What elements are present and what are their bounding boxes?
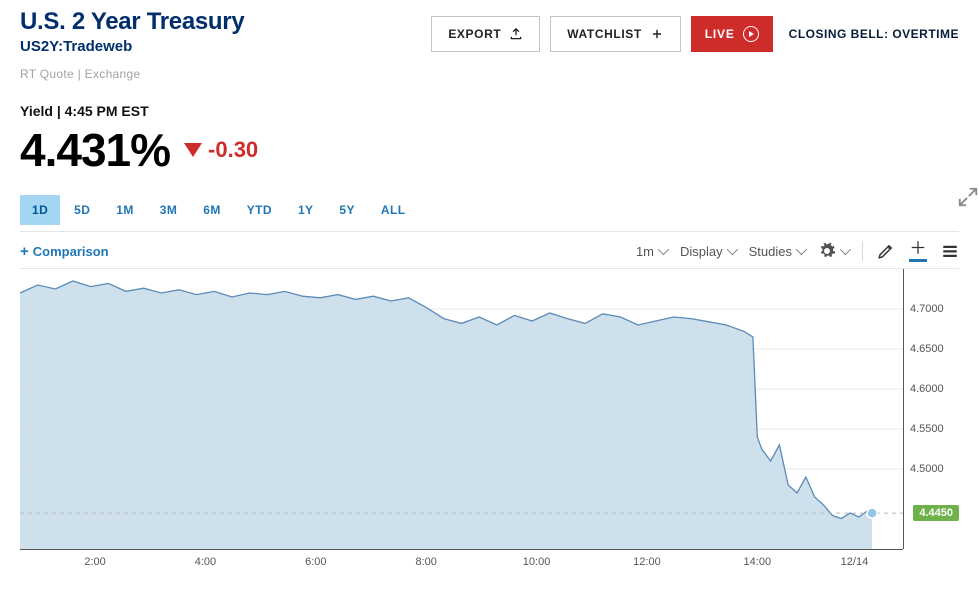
x-tick: 2:00 bbox=[84, 556, 105, 568]
x-tick: 10:00 bbox=[523, 556, 551, 568]
range-tab-6m[interactable]: 6M bbox=[191, 195, 232, 225]
export-icon bbox=[509, 27, 523, 41]
range-tab-1m[interactable]: 1M bbox=[104, 195, 145, 225]
x-tick: 8:00 bbox=[415, 556, 436, 568]
y-axis: 4.7000 4.6500 4.6000 4.5500 4.5000 4.4450 bbox=[903, 269, 959, 549]
chevron-down-icon bbox=[726, 244, 737, 255]
change-value: -0.30 bbox=[208, 137, 258, 163]
y-tick: 4.6000 bbox=[910, 383, 944, 395]
range-tab-5d[interactable]: 5D bbox=[62, 195, 102, 225]
play-icon bbox=[743, 26, 759, 42]
chevron-down-icon bbox=[840, 244, 851, 255]
crosshair-icon[interactable] bbox=[909, 240, 927, 262]
live-button[interactable]: LIVE bbox=[691, 16, 773, 52]
current-price-label: 4.4450 bbox=[913, 505, 959, 521]
y-tick: 4.5000 bbox=[910, 463, 944, 475]
comparison-label: Comparison bbox=[33, 244, 109, 259]
x-tick: 4:00 bbox=[195, 556, 216, 568]
gear-icon[interactable] bbox=[818, 242, 836, 260]
y-tick: 4.5500 bbox=[910, 423, 944, 435]
range-tab-1d[interactable]: 1D bbox=[20, 195, 60, 225]
y-tick: 4.6500 bbox=[910, 343, 944, 355]
range-tab-all[interactable]: ALL bbox=[369, 195, 418, 225]
page-title: U.S. 2 Year Treasury bbox=[20, 8, 431, 36]
quote-value: 4.431% bbox=[20, 123, 170, 177]
comparison-button[interactable]: + Comparison bbox=[20, 243, 109, 260]
chevron-down-icon bbox=[658, 244, 669, 255]
expand-icon[interactable] bbox=[957, 186, 979, 208]
live-label: LIVE bbox=[705, 27, 735, 41]
quote-meta: RT Quote | Exchange bbox=[20, 67, 431, 81]
symbol: US2Y:Tradeweb bbox=[20, 38, 431, 55]
range-tab-1y[interactable]: 1Y bbox=[286, 195, 325, 225]
draw-icon[interactable] bbox=[877, 242, 895, 260]
chevron-down-icon bbox=[796, 244, 807, 255]
studies-select[interactable]: Studies bbox=[749, 244, 804, 259]
chart-plot[interactable] bbox=[20, 269, 903, 549]
export-label: EXPORT bbox=[448, 27, 501, 41]
range-tabs: 1D5D1M3M6MYTD1Y5YALL bbox=[20, 195, 959, 225]
x-tick: 6:00 bbox=[305, 556, 326, 568]
x-tick: 14:00 bbox=[744, 556, 772, 568]
interval-select[interactable]: 1m bbox=[636, 244, 666, 259]
export-button[interactable]: EXPORT bbox=[431, 16, 540, 52]
display-select[interactable]: Display bbox=[680, 244, 735, 259]
down-arrow-icon bbox=[184, 143, 202, 157]
quote-label: Yield | 4:45 PM EST bbox=[20, 103, 959, 119]
plus-icon bbox=[650, 27, 664, 41]
x-axis: 2:00 4:00 6:00 8:00 10:00 12:00 14:00 12/14 bbox=[20, 549, 903, 577]
range-tab-3m[interactable]: 3M bbox=[148, 195, 189, 225]
closing-bell-link[interactable]: CLOSING BELL: OVERTIME bbox=[783, 27, 959, 41]
range-tab-5y[interactable]: 5Y bbox=[327, 195, 366, 225]
list-icon[interactable] bbox=[941, 242, 959, 260]
y-tick: 4.7000 bbox=[910, 303, 944, 315]
x-tick: 12/14 bbox=[841, 556, 869, 568]
watchlist-button[interactable]: WATCHLIST bbox=[550, 16, 681, 52]
range-tab-ytd[interactable]: YTD bbox=[235, 195, 284, 225]
watchlist-label: WATCHLIST bbox=[567, 27, 642, 41]
x-tick: 12:00 bbox=[633, 556, 661, 568]
quote-change: -0.30 bbox=[184, 137, 258, 163]
